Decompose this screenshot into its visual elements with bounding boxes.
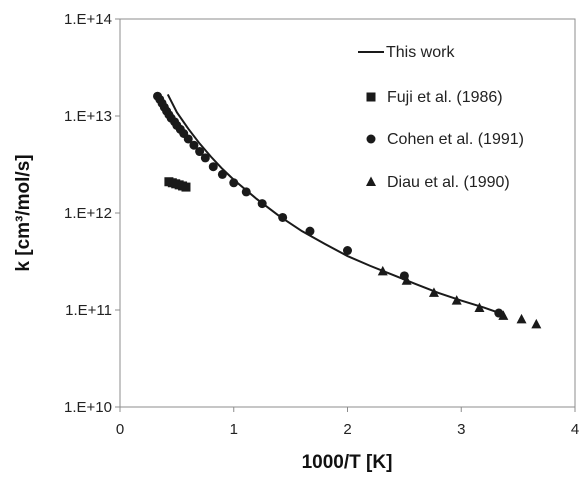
data-point-circle: [189, 140, 199, 150]
data-point-circle: [305, 226, 315, 236]
data-point-triangle: [401, 275, 412, 285]
data-marks: [153, 91, 542, 329]
series-diau-et-al-1990: [377, 265, 542, 329]
x-tick-label: 3: [457, 421, 465, 438]
y-axis-title: k [cm³/mol/s]: [13, 154, 34, 271]
data-point-circle: [208, 162, 218, 172]
legend-label: This work: [386, 44, 455, 61]
legend-marker-triangle: [366, 176, 376, 186]
legend: This work Fuji et al. (1986) Cohen et al. …: [358, 44, 524, 191]
data-point-triangle: [451, 295, 462, 305]
data-point-circle: [195, 147, 205, 157]
y-tick-label: 1.E+12: [64, 205, 112, 222]
legend-marker-square: [366, 92, 376, 102]
y-tick-label: 1.E+14: [64, 11, 112, 28]
data-point-circle: [217, 169, 227, 179]
x-tick-label: 0: [116, 421, 124, 438]
data-point-circle: [257, 199, 267, 209]
data-point-triangle: [428, 287, 439, 297]
legend-label: Diau et al. (1990): [387, 174, 510, 191]
series-cohen-et-al-1991: [153, 91, 504, 318]
data-point-triangle: [531, 318, 542, 329]
data-point-triangle: [498, 310, 509, 320]
y-tick-label: 1.E+13: [64, 108, 112, 125]
x-axis-ticks: 0 1 2 3 4: [116, 407, 579, 438]
legend-marker-circle: [366, 134, 376, 144]
x-tick-label: 1: [230, 421, 238, 438]
legend-item-this-work: This work: [358, 44, 455, 61]
y-tick-label: 1.E+10: [64, 399, 112, 416]
x-tick-label: 4: [571, 421, 579, 438]
data-point-circle: [278, 212, 288, 222]
data-point-square: [181, 182, 191, 192]
data-point-circle: [229, 178, 239, 188]
data-point-circle: [183, 134, 193, 144]
data-point-circle: [343, 246, 352, 256]
series-fuji-et-al-1986: [164, 177, 191, 192]
x-tick-label: 2: [343, 421, 351, 438]
legend-item-cohen-et-al-1991: Cohen et al. (1991): [366, 131, 524, 148]
legend-label: Fuji et al. (1986): [387, 89, 503, 106]
legend-label: Cohen et al. (1991): [387, 131, 524, 148]
legend-item-diau-et-al-1990: Diau et al. (1990): [366, 174, 510, 191]
legend-item-fuji-et-al-1986: Fuji et al. (1986): [366, 89, 503, 106]
x-axis-title: 1000/T [K]: [302, 452, 393, 473]
data-point-triangle: [377, 265, 388, 276]
data-point-circle: [241, 187, 251, 197]
y-axis-ticks: 1.E+10 1.E+11 1.E+12 1.E+13 1.E+14: [64, 11, 120, 416]
series-this-work: [166, 93, 502, 315]
y-tick-label: 1.E+11: [65, 302, 112, 319]
data-point-circle: [200, 153, 210, 163]
data-point-triangle: [516, 313, 527, 324]
series-line: [166, 93, 502, 315]
data-point-triangle: [474, 302, 485, 312]
